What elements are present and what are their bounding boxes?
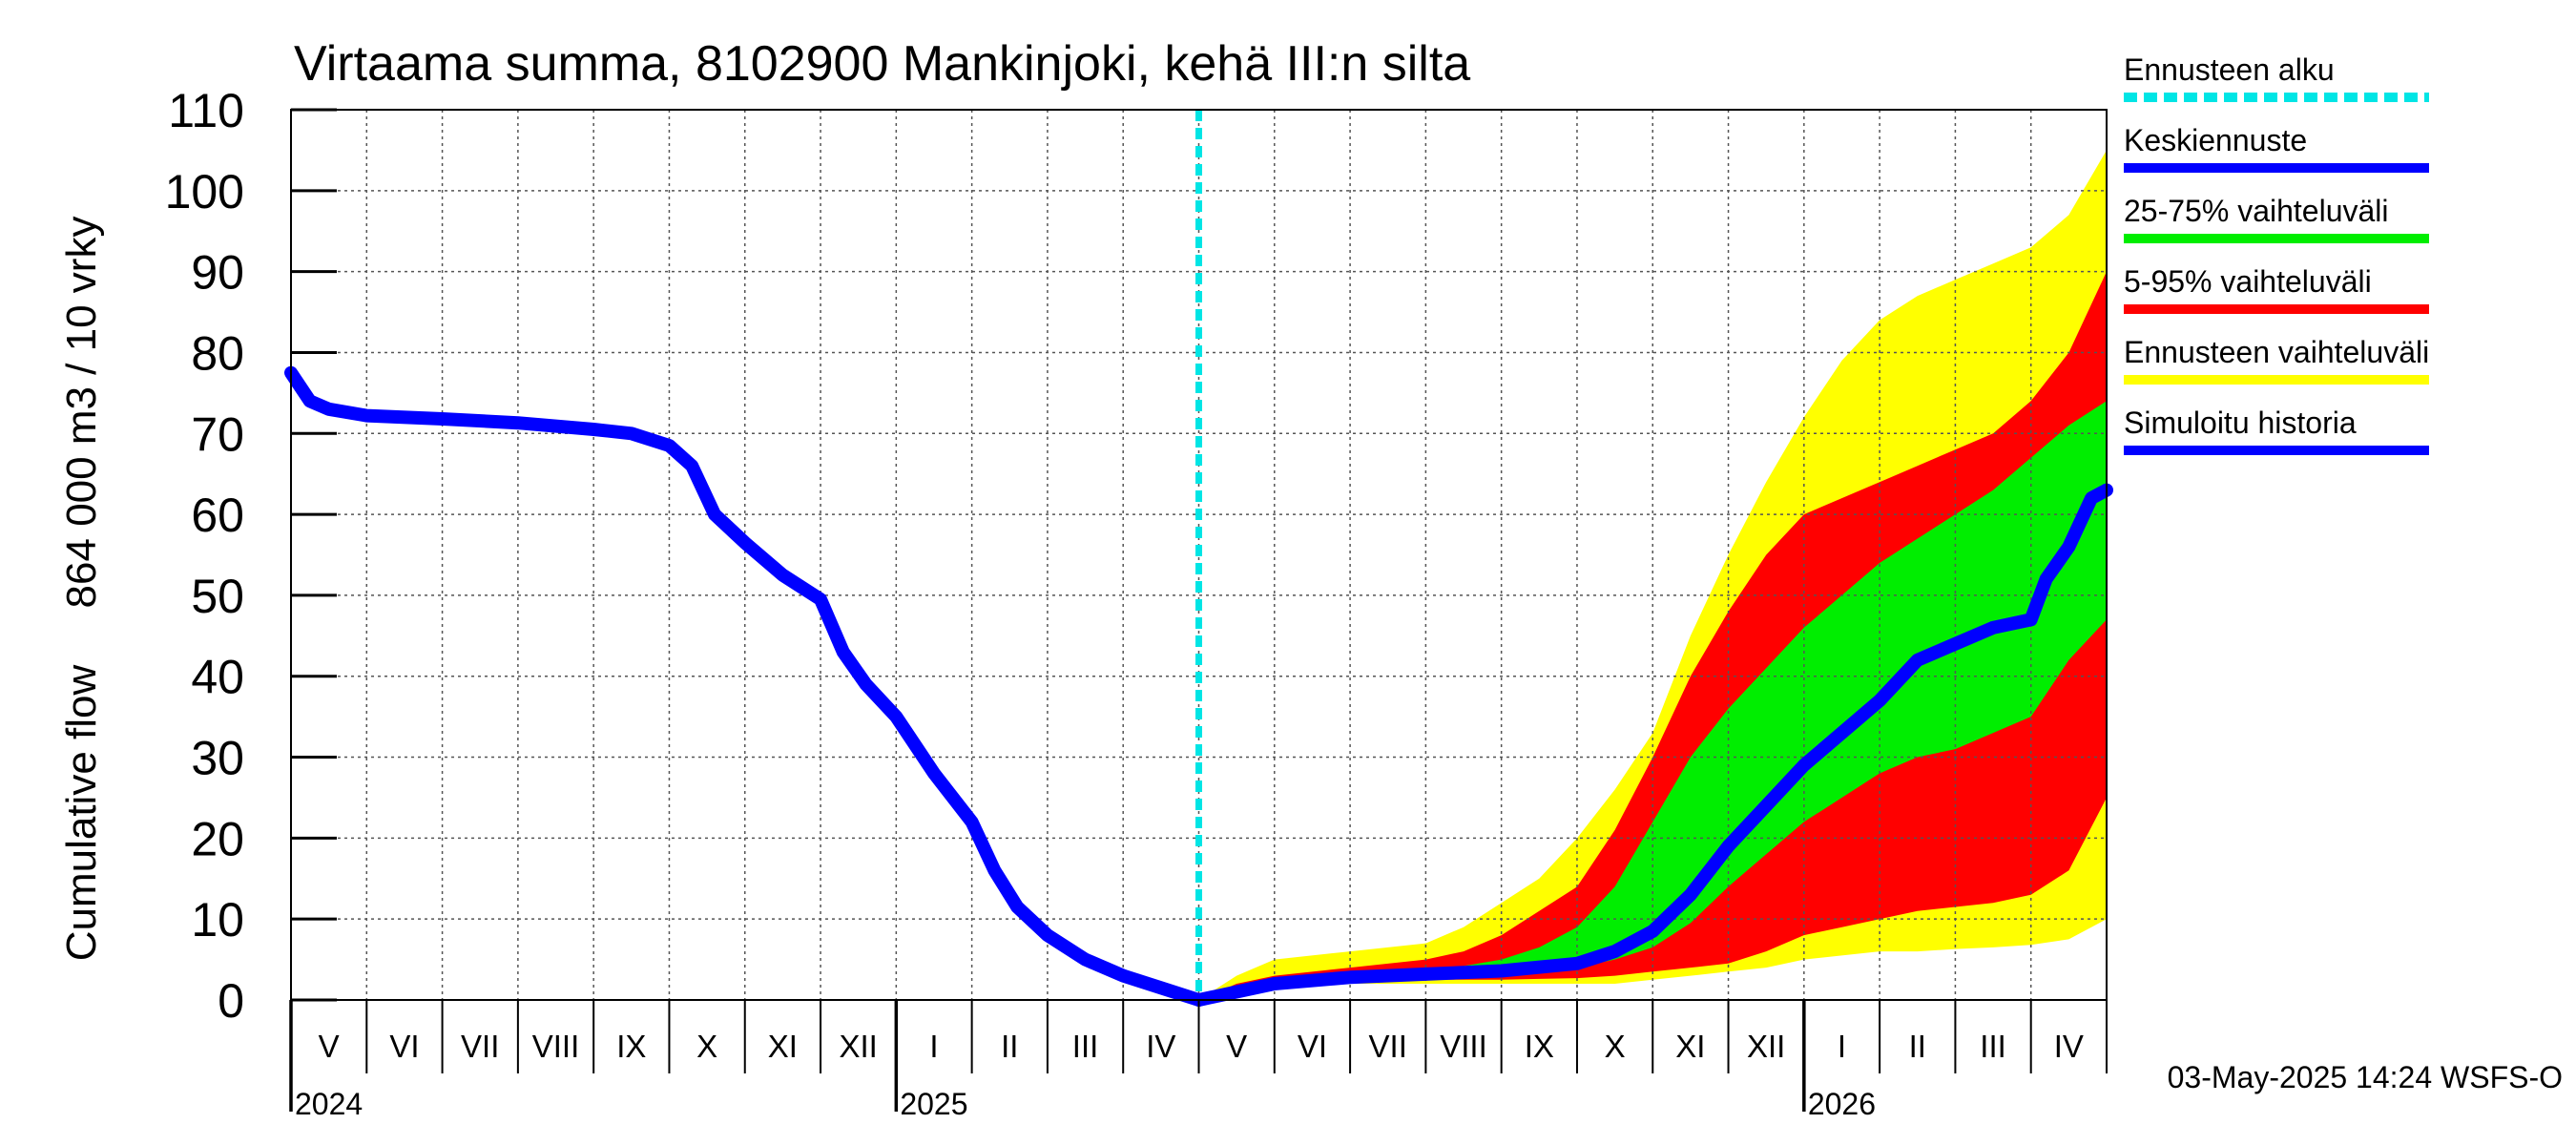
y-tick-label: 20 (191, 812, 244, 865)
x-month-label: V (1226, 1029, 1247, 1064)
x-month-label: IX (1525, 1029, 1554, 1064)
y-tick-label: 0 (218, 974, 244, 1028)
x-month-label: VIII (1440, 1029, 1487, 1064)
x-month-label: V (319, 1029, 340, 1064)
y-tick-label: 100 (165, 165, 244, 219)
legend-label: 25-75% vaihteluväli (2124, 194, 2389, 228)
y-tick-label: 90 (191, 246, 244, 300)
x-month-label: I (1838, 1029, 1846, 1064)
x-month-label: VII (461, 1029, 499, 1064)
y-tick-label: 10 (191, 893, 244, 947)
x-month-label: VII (1369, 1029, 1407, 1064)
x-month-label: II (1001, 1029, 1018, 1064)
x-month-label: III (1072, 1029, 1099, 1064)
x-month-label: VIII (532, 1029, 580, 1064)
x-month-label: XI (1675, 1029, 1705, 1064)
y-tick-label: 70 (191, 407, 244, 461)
x-month-label: I (929, 1029, 938, 1064)
timestamp: 03-May-2025 14:24 WSFS-O (2168, 1060, 2563, 1094)
y-axis-label-title: Cumulative flow (58, 665, 105, 962)
x-month-label: IX (616, 1029, 646, 1064)
legend-label: Ennusteen alku (2124, 52, 2335, 87)
x-month-label: VI (1298, 1029, 1327, 1064)
y-tick-label: 60 (191, 489, 244, 542)
y-tick-label: 30 (191, 732, 244, 785)
y-axis-label-units: 864 000 m3 / 10 vrky (58, 217, 105, 609)
x-month-label: XII (840, 1029, 878, 1064)
y-tick-label: 40 (191, 651, 244, 704)
x-month-label: IV (1146, 1029, 1175, 1064)
x-month-label: X (696, 1029, 717, 1064)
y-tick-label: 80 (191, 326, 244, 380)
y-tick-label: 50 (191, 570, 244, 623)
x-month-label: VI (389, 1029, 419, 1064)
x-year-label: 2024 (295, 1087, 363, 1121)
legend-label: Keskiennuste (2124, 123, 2307, 157)
x-month-label: XII (1747, 1029, 1785, 1064)
series-history (284, 365, 1206, 1007)
x-month-label: XI (768, 1029, 798, 1064)
x-year-label: 2025 (900, 1087, 967, 1121)
x-month-label: X (1605, 1029, 1626, 1064)
legend-label: 5-95% vaihteluväli (2124, 264, 2372, 299)
series-median (1192, 483, 2113, 1007)
x-month-label: IV (2054, 1029, 2084, 1064)
legend-label: Ennusteen vaihteluväli (2124, 335, 2429, 369)
x-month-label: II (1909, 1029, 1926, 1064)
y-tick-label: 110 (168, 84, 244, 137)
x-month-label: III (1980, 1029, 2006, 1064)
legend-label: Simuloitu historia (2124, 406, 2357, 440)
series-layer (284, 110, 2113, 1007)
chart-title: Virtaama summa, 8102900 Mankinjoki, kehä… (294, 36, 1470, 92)
x-year-label: 2026 (1808, 1087, 1876, 1121)
legend: Ennusteen alku Keskiennuste 25-75% vaihtel… (2124, 52, 2429, 455)
